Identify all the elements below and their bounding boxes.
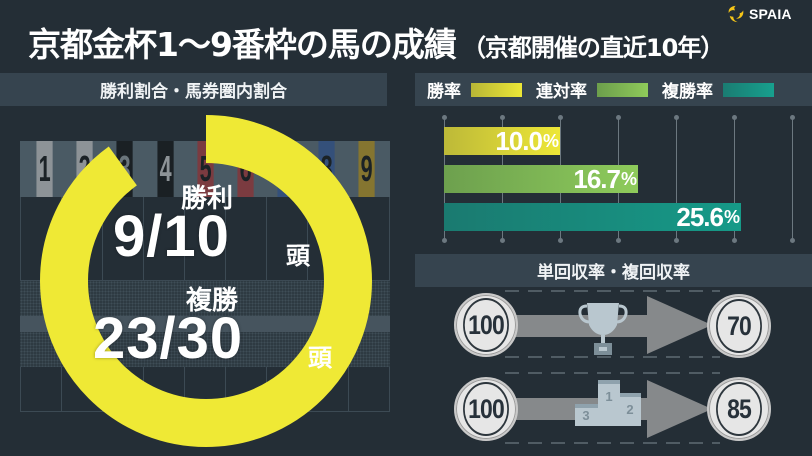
win-ratio-ring — [40, 115, 372, 447]
place-value: 23/30 — [93, 306, 244, 371]
title-main: 京都金杯1〜9番枠の馬の成績 — [28, 25, 457, 64]
left-section-header: 勝利割合・馬券圏内割合 — [0, 73, 387, 106]
place-unit: 頭 — [308, 344, 332, 372]
bar-win-rate: 10.0% — [444, 125, 560, 156]
gate-number: 9 — [358, 141, 375, 197]
place-label: 複勝 — [186, 286, 239, 316]
podium-icon: 1 2 3 — [575, 380, 641, 426]
bar-value: 10.0 — [495, 125, 543, 156]
gate-4: 4 — [145, 141, 185, 197]
place-return-to-coin: 85 — [707, 377, 771, 441]
legend-label: 勝率 — [427, 82, 461, 102]
bar-place-rate: 25.6% — [444, 201, 741, 232]
legend-place-rate: 複勝率 — [662, 77, 774, 102]
page-title: 京都金杯1〜9番枠の馬の成績 （京都開催の直近10年） — [28, 18, 724, 66]
gate-number: 1 — [36, 141, 53, 197]
win-return-to-coin: 70 — [707, 294, 771, 358]
brand-name: SPAIA — [749, 6, 792, 22]
gate-9: 9 — [346, 141, 386, 197]
rate-bar-chart: 10.0% 16.7% 25.6% — [442, 115, 804, 245]
win-return-from-coin: 100 — [454, 293, 518, 357]
legend-swatch — [597, 82, 648, 97]
gridline — [792, 117, 793, 241]
legend-quinella-rate: 連対率 — [536, 77, 648, 102]
spaia-logo-icon — [728, 5, 744, 23]
gridline — [676, 117, 677, 241]
gridline — [734, 117, 735, 241]
chart-legend: 勝率 連対率 複勝率 — [415, 73, 812, 106]
legend-label: 複勝率 — [662, 82, 713, 102]
win-value: 9/10 — [113, 204, 230, 269]
legend-win-rate: 勝率 — [427, 77, 522, 102]
win-label: 勝利 — [181, 184, 234, 214]
gate-number: 4 — [157, 141, 174, 197]
spaia-logo: SPAIA — [727, 5, 792, 23]
bar-quinella-rate: 16.7% — [444, 163, 638, 194]
returns-section-title: 単回収率・複回収率 — [537, 263, 690, 283]
title-sub: （京都開催の直近10年） — [461, 34, 724, 62]
place-return-from-coin: 100 — [454, 377, 518, 441]
svg-text:2: 2 — [626, 402, 633, 417]
left-section-title: 勝利割合・馬券圏内割合 — [100, 82, 287, 102]
legend-swatch — [723, 82, 774, 97]
bar-value: 25.6 — [676, 201, 724, 232]
bar-value: 16.7 — [573, 163, 621, 194]
svg-text:3: 3 — [582, 408, 589, 423]
gate-1: 1 — [24, 141, 64, 197]
trophy-icon — [578, 303, 628, 355]
legend-label: 連対率 — [536, 82, 587, 102]
win-unit: 頭 — [286, 242, 310, 270]
returns-section-header: 単回収率・複回収率 — [415, 254, 812, 287]
legend-swatch — [471, 82, 522, 97]
svg-text:1: 1 — [605, 389, 612, 404]
